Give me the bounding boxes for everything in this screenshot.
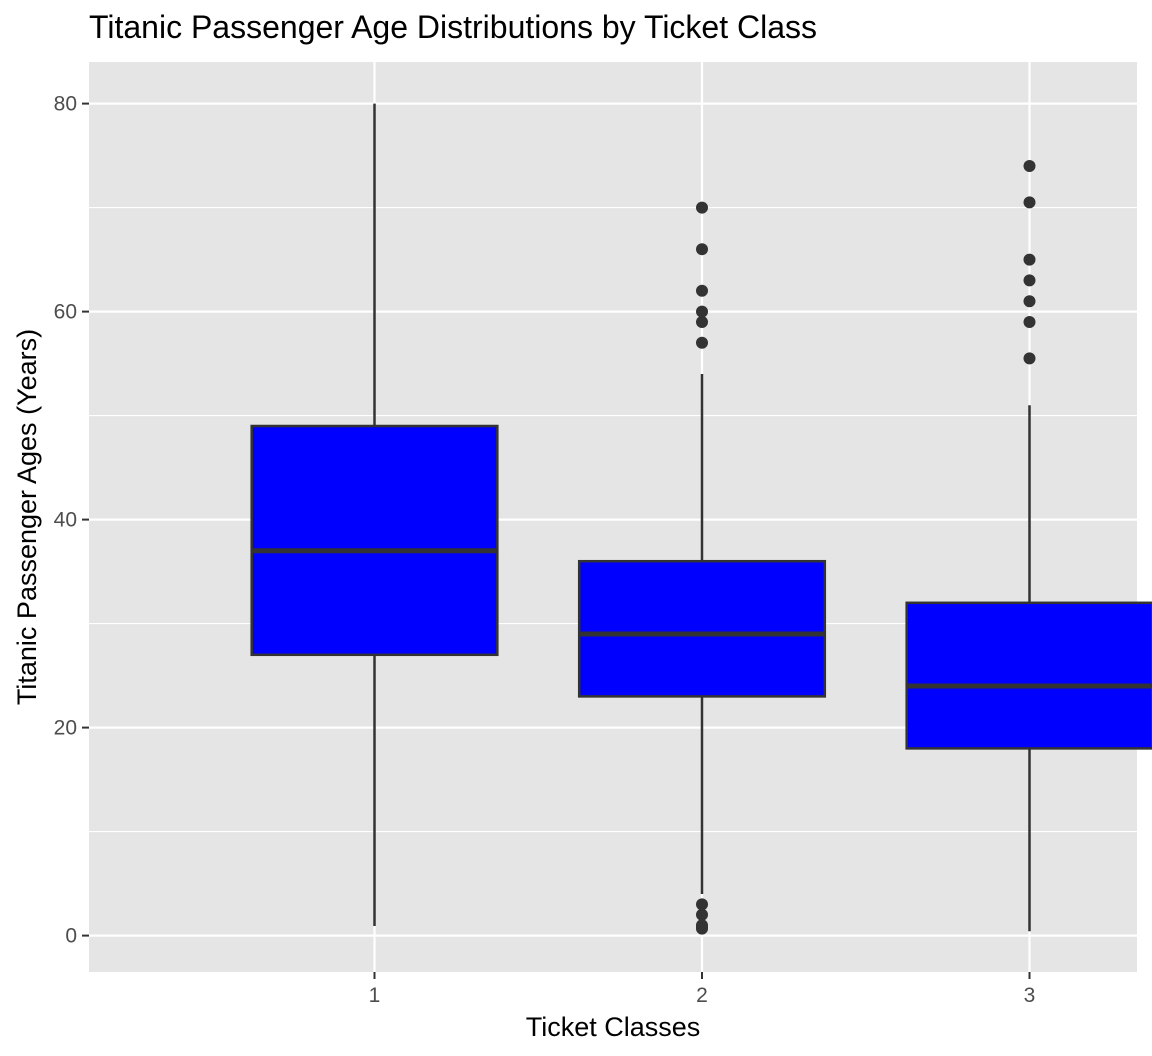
y-tick-label: 80 xyxy=(54,93,77,116)
outlier-point xyxy=(696,201,708,214)
outlier-point xyxy=(1023,196,1036,209)
x-axis-title: Ticket Classes xyxy=(526,1012,701,1042)
box-class-3 xyxy=(905,160,1152,932)
y-axis: 0 20 40 60 80 xyxy=(54,93,89,948)
x-tick-label: 3 xyxy=(1024,984,1036,1007)
y-tick-label: 40 xyxy=(54,509,77,532)
iqr-box xyxy=(905,601,1152,750)
chart-title: Titanic Passenger Age Distributions by T… xyxy=(89,9,817,45)
box-class-1 xyxy=(250,103,499,927)
box-series xyxy=(250,103,1152,935)
x-tick-label: 1 xyxy=(369,984,381,1007)
outlier-point xyxy=(696,243,708,256)
outlier-point xyxy=(696,919,708,932)
outlier-point xyxy=(1023,253,1036,266)
y-axis-title: Titanic Passenger Ages (Years) xyxy=(12,329,42,705)
x-tick-label: 2 xyxy=(696,984,708,1007)
outlier-point xyxy=(1023,352,1036,365)
plot-panel xyxy=(89,62,1137,972)
outlier-point xyxy=(696,908,708,921)
y-tick-label: 20 xyxy=(54,717,77,740)
box-class-2 xyxy=(577,201,827,935)
outlier-point xyxy=(1023,316,1036,328)
y-tick-label: 0 xyxy=(65,925,77,948)
outlier-point xyxy=(696,316,708,328)
y-tick-label: 60 xyxy=(54,301,77,324)
outlier-point xyxy=(696,284,708,297)
iqr-box xyxy=(577,559,827,698)
x-axis: 1 2 3 xyxy=(369,972,1036,1007)
outlier-point xyxy=(696,336,708,349)
outlier-point xyxy=(1023,160,1036,172)
outlier-point xyxy=(1023,295,1036,308)
outlier-point xyxy=(1023,274,1036,287)
iqr-box xyxy=(250,424,499,657)
outlier-point xyxy=(696,898,708,911)
outlier-point xyxy=(696,305,708,318)
